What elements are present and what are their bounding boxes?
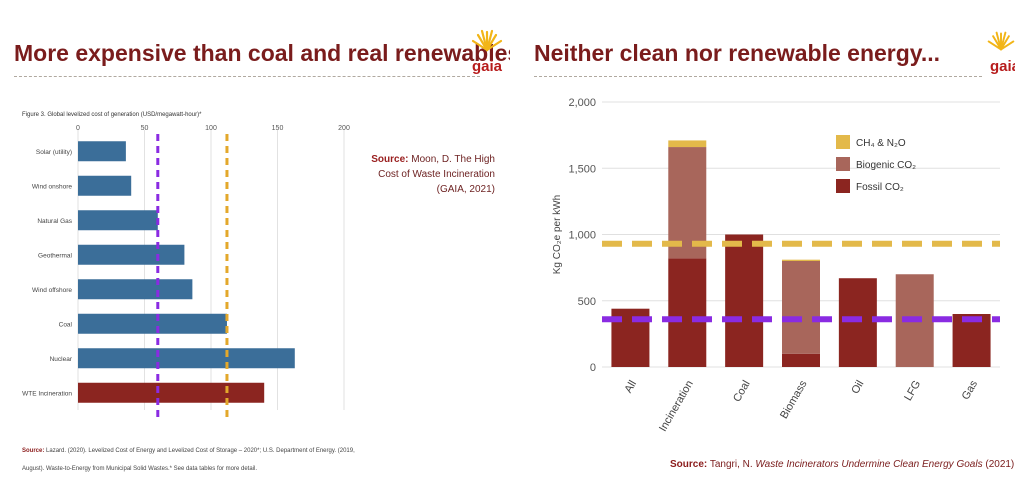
bar-segment: [782, 261, 820, 354]
gaia-logo: gaia: [470, 28, 504, 75]
y-tick-label: 2,000: [568, 97, 596, 109]
category-label: LFG: [902, 379, 923, 404]
bar: [78, 313, 227, 334]
legend-label: Fossil CO₂: [856, 182, 904, 193]
category-label: Oil: [849, 379, 866, 397]
bar: [78, 141, 126, 162]
x-tick-label: 50: [141, 125, 149, 132]
category-label: Coal: [59, 321, 73, 328]
bar-segment: [782, 259, 820, 261]
source-line-1: Moon, D. The High: [411, 154, 495, 165]
category-label: Wind onshore: [32, 183, 72, 190]
bar: [78, 279, 193, 300]
category-label: Wind offshore: [32, 287, 72, 294]
bar: [78, 175, 132, 196]
bar: [78, 382, 265, 403]
bar-segment: [668, 147, 707, 259]
x-tick-label: 100: [205, 125, 217, 132]
y-tick-label: 500: [578, 296, 596, 308]
left-slide-title: More expensive than coal and real renewa…: [14, 40, 528, 66]
y-tick-label: 0: [590, 362, 596, 374]
category-label: Nuclear: [50, 356, 73, 363]
category-label: WTE Incineration: [22, 390, 72, 397]
bar-segment: [725, 234, 764, 367]
legend-swatch: [836, 157, 850, 171]
bar: [78, 210, 158, 231]
bar-segment: [952, 314, 991, 367]
lcoe-bar-chart: 0 50 100 150 200 Solar (utility) Wind onshore N…: [22, 125, 350, 418]
legend-label: CH₄ & N₂O: [856, 138, 906, 149]
bottom-source-author: Tangri, N.: [709, 459, 753, 470]
category-label: Solar (utility): [36, 149, 72, 156]
title-divider: [14, 76, 480, 77]
category-label: Natural Gas: [37, 218, 72, 225]
x-tick-label: 200: [338, 125, 350, 132]
y-tick-label: 1,000: [568, 230, 596, 242]
right-slide-title: Neither clean nor renewable energy...: [534, 40, 941, 66]
x-tick-label: 0: [76, 125, 80, 132]
bottom-source-year: (2021): [985, 459, 1015, 470]
right-slide: Neither clean nor renewable energy... ga…: [510, 0, 1015, 478]
bar: [78, 244, 185, 265]
source-line-2: Cost of Waste Incineration: [378, 169, 495, 180]
source-label: Source:: [371, 154, 409, 165]
figure-caption: Figure 3. Global levelized cost of gener…: [22, 112, 202, 118]
bottom-source-label: Source:: [670, 459, 708, 470]
legend-swatch: [836, 135, 850, 149]
source-line-3: (GAIA, 2021): [436, 184, 495, 195]
legend-label: Biogenic CO₂: [856, 160, 916, 171]
legend-swatch: [836, 179, 850, 193]
category-label: All: [623, 379, 640, 396]
y-axis-label: Kg CO₂e per kWh: [552, 195, 563, 274]
category-label: Incineration: [657, 379, 696, 434]
footnote-line-1: Source: Lazard. (2020). Levelized Cost o…: [22, 448, 355, 454]
bottom-source-title: Waste Incinerators Undermine Clean Energ…: [755, 459, 983, 470]
category-label: Biomass: [778, 378, 810, 421]
bar-segment: [782, 353, 820, 367]
footnote-source-label: Source:: [22, 448, 45, 454]
sun-logo-icon: [471, 29, 503, 52]
bar-segment: [668, 140, 707, 148]
bar-segment: [838, 278, 877, 367]
y-tick-label: 1,500: [568, 163, 596, 175]
gaia-logo: gaia: [986, 28, 1015, 75]
category-label: Coal: [731, 379, 753, 405]
sun-logo-icon: [987, 31, 1015, 51]
left-slide: More expensive than coal and real renewa…: [0, 0, 528, 478]
bar: [78, 348, 295, 369]
source-note: Source: Moon, D. The High Cost of Waste …: [370, 152, 495, 197]
footnote-line-2: August). Waste-to-Energy from Municipal …: [22, 466, 257, 472]
logo-text: gaia: [990, 58, 1015, 75]
logo-text: gaia: [472, 58, 503, 75]
emissions-stacked-bar-chart: 0 500 1,000 1,500 2,000 Kg CO₂e per kWh All Inc…: [552, 97, 1000, 434]
x-tick-label: 150: [272, 125, 284, 132]
bar-segment: [668, 258, 707, 367]
title-divider: [534, 76, 982, 77]
bottom-source: Source: Tangri, N. Waste Incinerators Un…: [670, 459, 1014, 470]
category-label: Geothermal: [38, 252, 73, 259]
category-label: Gas: [960, 378, 981, 402]
